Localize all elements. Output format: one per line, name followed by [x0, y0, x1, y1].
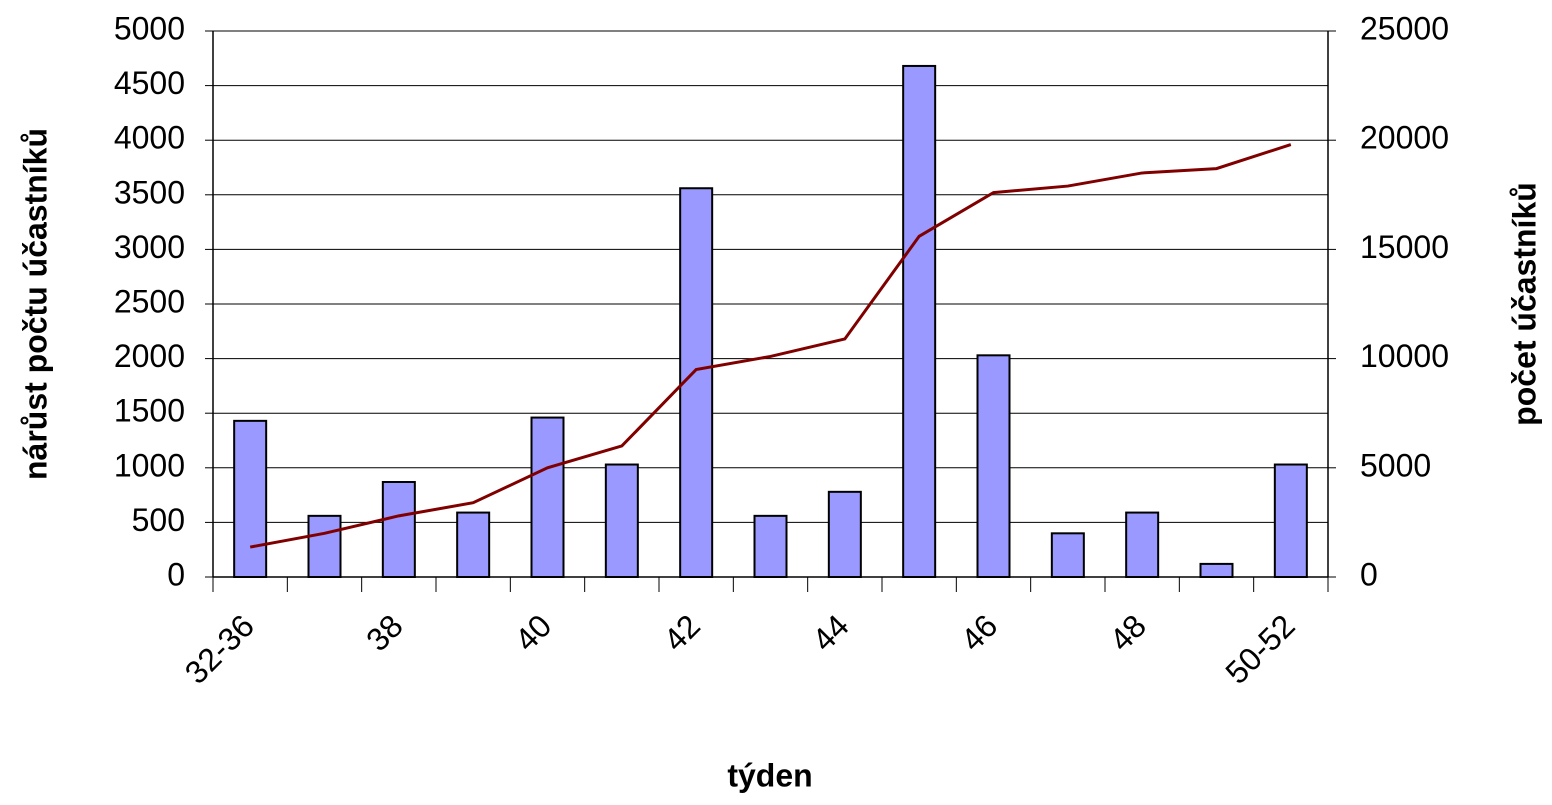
bar: [307, 514, 342, 579]
y-tick-label: 5000: [114, 10, 185, 46]
x-tick-label: 44: [805, 607, 856, 658]
y-tick-label: 500: [132, 502, 185, 538]
bar: [1273, 463, 1308, 578]
x-tick-label: 48: [1102, 607, 1153, 658]
y-tick-label: 1000: [114, 447, 185, 483]
y-tick-label: 4500: [114, 65, 185, 101]
y-tick-label: 2000: [114, 338, 185, 374]
bar: [233, 419, 268, 578]
y-tick-label: 0: [167, 556, 185, 592]
y-tick-label: 1500: [114, 393, 185, 429]
bar: [381, 480, 416, 578]
bar: [1050, 532, 1085, 579]
bar: [976, 354, 1011, 578]
bar: [902, 64, 937, 578]
bar: [1125, 511, 1160, 579]
bar: [753, 514, 788, 579]
y2-tick-label: 20000: [1360, 120, 1449, 156]
y-tick-label: 2500: [114, 283, 185, 319]
bar: [827, 490, 862, 579]
x-tick-label: 40: [508, 607, 559, 658]
x-axis-title: týden: [727, 757, 812, 793]
y2-tick-label: 10000: [1360, 338, 1449, 374]
x-tick-label: 42: [656, 607, 707, 658]
y2-tick-label: 15000: [1360, 229, 1449, 265]
y2-axis-title: počet účastníků: [1506, 182, 1542, 426]
y-axis-title: nárůst počtu účastníků: [17, 128, 53, 480]
y2-tick-label: 5000: [1360, 447, 1431, 483]
x-tick-label: 46: [954, 607, 1005, 658]
x-tick-label: 38: [359, 607, 410, 658]
y-tick-label: 3000: [114, 229, 185, 265]
x-tick-label: 50-52: [1218, 607, 1301, 690]
bar: [456, 511, 491, 579]
y2-tick-label: 0: [1360, 556, 1378, 592]
bar: [604, 463, 639, 578]
line: [249, 143, 1292, 549]
y2-tick-label: 25000: [1360, 10, 1449, 46]
bar: [1199, 562, 1234, 578]
x-tick-label: 32-36: [178, 607, 261, 690]
y-tick-label: 4000: [114, 120, 185, 156]
y-tick-label: 3500: [114, 174, 185, 210]
bar: [530, 416, 565, 578]
